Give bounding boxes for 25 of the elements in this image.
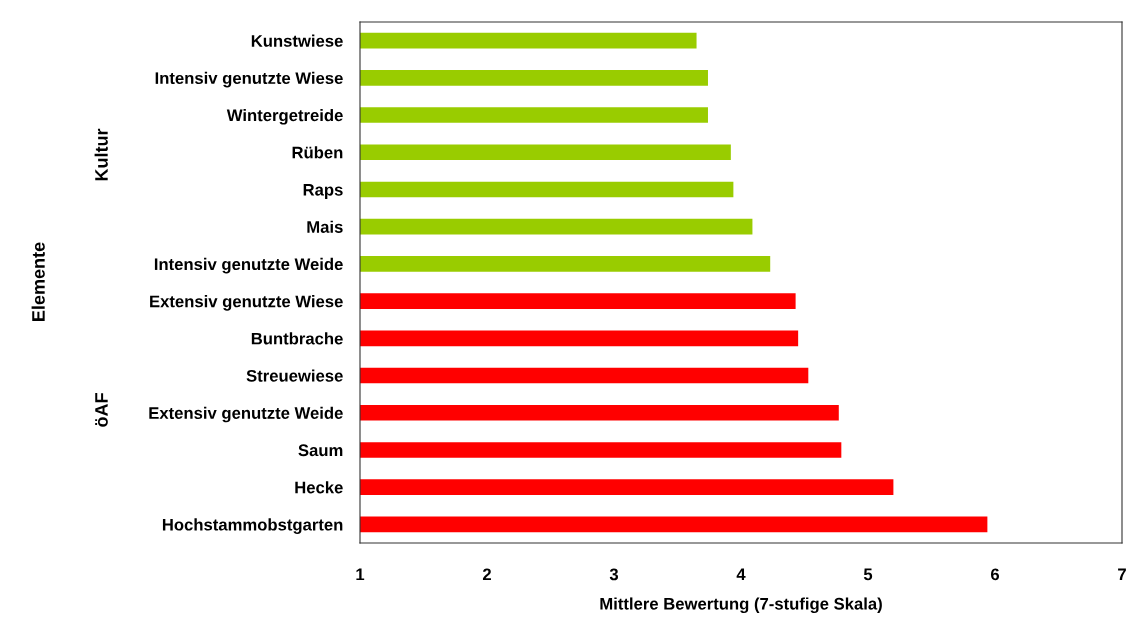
x-tick-label: 7	[1118, 568, 1126, 581]
x-tick-label: 1	[356, 568, 365, 581]
y-tick-label: Rüben	[292, 146, 343, 159]
x-tick-label: 2	[482, 568, 491, 581]
text: öAF	[95, 393, 108, 427]
y-tick-label: Intensiv genutzte Wiese	[155, 71, 343, 88]
y-tick-label: Saum	[298, 444, 343, 457]
y-tick-label: Mais	[307, 220, 343, 233]
text: Elemente	[31, 242, 45, 321]
y-tick-label: Hecke	[295, 481, 343, 494]
y-tick-label: Wintergetreide	[226, 109, 343, 125]
y-tick-label: Hochstammobstgarten	[162, 518, 343, 534]
y-tick-label: Buntbrache	[251, 332, 343, 345]
y-tick-label: Extensiv genutzte Weide	[149, 406, 343, 423]
y-tick-label: Streuewiese	[246, 369, 343, 382]
x-tick-label: 4	[736, 568, 746, 581]
x-tick-label: 3	[609, 568, 619, 581]
y-tick-label: Intensiv genutzte Weide	[154, 257, 343, 274]
x-tick-label: 6	[990, 568, 1000, 581]
text: Kultur	[94, 128, 108, 181]
y-tick-label: Kunstwiese	[251, 34, 343, 47]
x-axis-title: Mittlere Bewertung (7-stufige Skala)	[600, 597, 882, 614]
y-tick-label: Extensiv genutzte Wiese	[150, 295, 343, 311]
x-tick-label: 5	[863, 568, 873, 581]
y-tick-label: Raps	[303, 184, 343, 199]
